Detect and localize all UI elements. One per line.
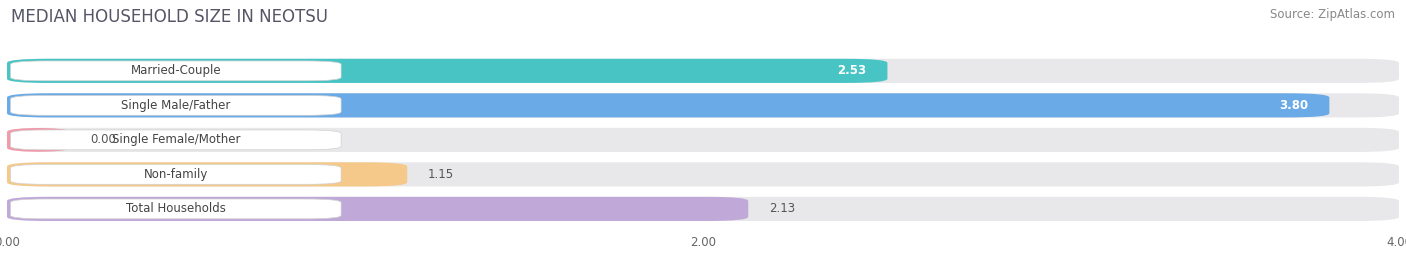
FancyBboxPatch shape: [10, 199, 342, 219]
Text: Non-family: Non-family: [143, 168, 208, 181]
Text: Source: ZipAtlas.com: Source: ZipAtlas.com: [1270, 8, 1395, 21]
Text: Single Male/Father: Single Male/Father: [121, 99, 231, 112]
FancyBboxPatch shape: [7, 162, 408, 186]
FancyBboxPatch shape: [7, 197, 748, 221]
FancyBboxPatch shape: [7, 128, 70, 152]
FancyBboxPatch shape: [7, 197, 1399, 221]
Text: Married-Couple: Married-Couple: [131, 64, 221, 77]
FancyBboxPatch shape: [7, 59, 1399, 83]
FancyBboxPatch shape: [7, 93, 1399, 118]
FancyBboxPatch shape: [10, 164, 342, 184]
FancyBboxPatch shape: [7, 59, 887, 83]
FancyBboxPatch shape: [7, 128, 1399, 152]
Text: 2.13: 2.13: [769, 202, 796, 215]
Text: 1.15: 1.15: [427, 168, 454, 181]
Text: 3.80: 3.80: [1279, 99, 1309, 112]
FancyBboxPatch shape: [10, 95, 342, 115]
Text: Single Female/Mother: Single Female/Mother: [111, 133, 240, 146]
Text: 0.00: 0.00: [90, 133, 117, 146]
Text: Total Households: Total Households: [127, 202, 226, 215]
Text: MEDIAN HOUSEHOLD SIZE IN NEOTSU: MEDIAN HOUSEHOLD SIZE IN NEOTSU: [11, 8, 328, 26]
FancyBboxPatch shape: [7, 162, 1399, 186]
FancyBboxPatch shape: [7, 93, 1330, 118]
FancyBboxPatch shape: [10, 130, 342, 150]
FancyBboxPatch shape: [10, 61, 342, 81]
Text: 2.53: 2.53: [838, 64, 866, 77]
